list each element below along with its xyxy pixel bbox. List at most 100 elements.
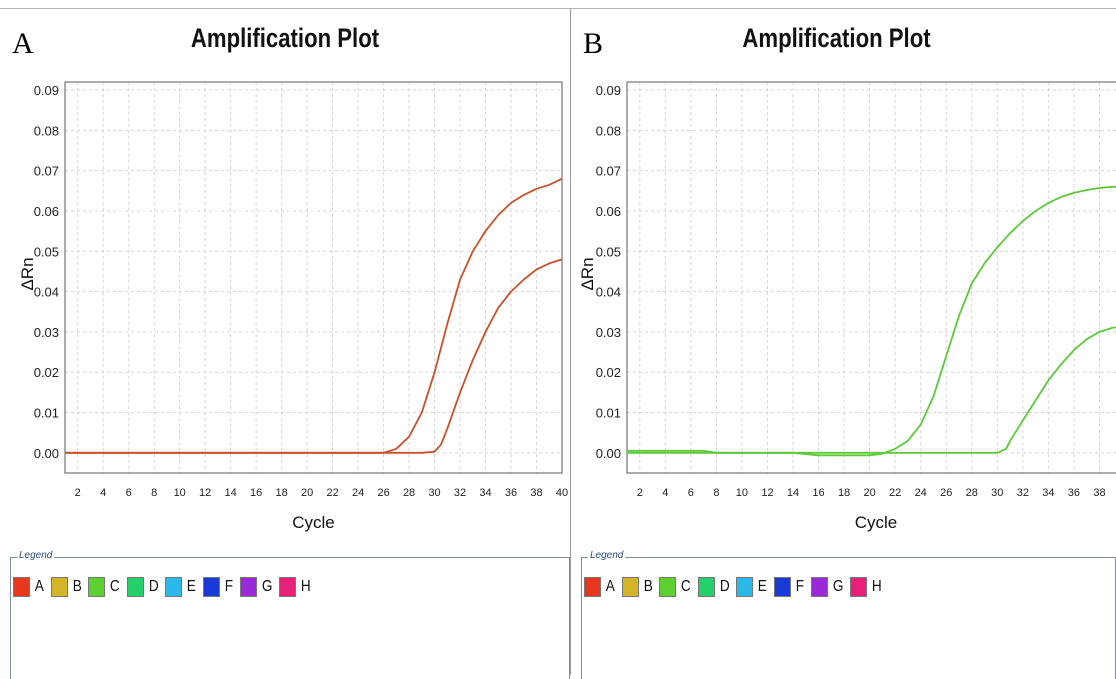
x-tick-label: 14 xyxy=(787,487,799,499)
x-tick-label: 36 xyxy=(1068,487,1080,499)
legend-swatch xyxy=(239,577,257,597)
legend-swatch xyxy=(774,577,792,597)
legend-item-b[interactable]: B xyxy=(621,577,654,597)
legend-items: A B C D E F G H xyxy=(13,577,318,597)
legend-label: B xyxy=(643,578,653,595)
x-tick-label: 22 xyxy=(889,487,901,499)
x-tick-label: 12 xyxy=(199,487,211,499)
y-tick-label: 0.05 xyxy=(34,244,59,259)
y-tick-label: 0.05 xyxy=(596,244,621,259)
x-tick-label: 4 xyxy=(100,487,106,499)
legend-item-a[interactable]: A xyxy=(13,577,45,597)
legend-swatch xyxy=(13,577,30,597)
legend-box: Legend A B C D E F G H xyxy=(581,550,1116,679)
panel-a: A Amplification Plot 0.00 0.01 0.02 0.03 0.0… xyxy=(0,8,570,679)
legend-items: A B C D E F G H xyxy=(584,577,889,597)
legend-label: F xyxy=(224,578,234,595)
legend-swatch xyxy=(50,577,68,597)
legend-item-d[interactable]: D xyxy=(697,577,731,597)
x-tick-label: 16 xyxy=(250,487,262,499)
y-tick-label: 0.00 xyxy=(34,446,59,461)
x-tick-label: 2 xyxy=(75,487,81,499)
legend-swatch xyxy=(584,577,601,597)
x-tick-label: 28 xyxy=(403,487,415,499)
legend-label: G xyxy=(832,578,844,595)
x-tick-label: 30 xyxy=(428,487,440,499)
legend-label: C xyxy=(681,578,692,595)
series-line xyxy=(627,326,1116,454)
x-axis-label: Cycle xyxy=(855,513,898,532)
legend-box: Legend A B C D E F G H xyxy=(10,550,570,679)
x-tick-label: 6 xyxy=(126,487,132,499)
legend-label: A xyxy=(34,578,44,595)
legend-swatch xyxy=(279,577,297,597)
x-tick-label: 34 xyxy=(1042,487,1054,499)
x-tick-label: 32 xyxy=(1017,487,1029,499)
x-tick-label: 8 xyxy=(713,487,719,499)
plot-frame xyxy=(626,81,1116,474)
x-tick-label: 8 xyxy=(151,487,157,499)
legend-label: A xyxy=(605,578,615,595)
panel-b: B Amplification Plot 0.00 0.01 0.02 0.03 0.0… xyxy=(570,8,1116,679)
legend-item-f[interactable]: F xyxy=(774,577,805,597)
amplification-plot-b: 0.00 0.01 0.02 0.03 0.04 0.05 0.06 0.07 0.08 0.09… xyxy=(578,81,1116,532)
x-tick-label: 10 xyxy=(174,487,186,499)
legend-label: C xyxy=(110,578,121,595)
legend-item-b[interactable]: B xyxy=(50,577,83,597)
y-tick-label: 0.09 xyxy=(596,83,621,98)
y-tick-label: 0.08 xyxy=(34,123,59,138)
legend-item-h[interactable]: H xyxy=(850,577,883,597)
x-tick-label: 38 xyxy=(530,487,542,499)
legend-swatch xyxy=(203,577,221,597)
x-tick-label: 14 xyxy=(225,487,237,499)
y-tick-label: 0.07 xyxy=(596,164,621,179)
x-tick-label: 38 xyxy=(1093,487,1105,499)
legend-item-a[interactable]: A xyxy=(584,577,616,597)
series-line xyxy=(65,177,563,454)
legend-label: H xyxy=(301,578,312,595)
legend-label: D xyxy=(719,578,730,595)
legend-item-e[interactable]: E xyxy=(165,577,197,597)
legend-swatch xyxy=(850,577,868,597)
legend-item-c[interactable]: C xyxy=(88,577,121,597)
x-tick-label: 22 xyxy=(326,487,338,499)
y-tick-label: 0.02 xyxy=(34,365,59,380)
x-tick-label: 36 xyxy=(505,487,517,499)
x-tick-label: 26 xyxy=(377,487,389,499)
legend-item-e[interactable]: E xyxy=(736,577,768,597)
legend-label: E xyxy=(187,578,197,595)
x-tick-label: 12 xyxy=(761,487,773,499)
x-tick-label: 24 xyxy=(915,487,927,499)
x-tick-label: 18 xyxy=(276,487,288,499)
y-axis-label: ΔRn xyxy=(578,257,597,290)
x-axis-label: Cycle xyxy=(292,513,335,532)
x-tick-label: 28 xyxy=(966,487,978,499)
y-tick-label: 0.04 xyxy=(34,285,59,300)
panel-letter: B xyxy=(583,27,604,60)
x-tick-label: 20 xyxy=(863,487,875,499)
legend-swatch xyxy=(126,577,144,597)
legend-swatch xyxy=(659,577,677,597)
x-tick-label: 6 xyxy=(688,487,694,499)
legend-title: Legend xyxy=(17,550,55,561)
x-tick-label: 10 xyxy=(736,487,748,499)
legend-label: B xyxy=(72,578,82,595)
legend-item-g[interactable]: G xyxy=(810,577,844,597)
x-tick-label: 24 xyxy=(352,487,364,499)
y-axis-label: ΔRn xyxy=(18,257,37,290)
legend-item-h[interactable]: H xyxy=(279,577,312,597)
legend-label: H xyxy=(872,578,883,595)
legend-item-c[interactable]: C xyxy=(659,577,692,597)
legend-swatch xyxy=(736,577,754,597)
y-tick-label: 0.06 xyxy=(596,204,621,219)
y-tick-label: 0.08 xyxy=(596,123,621,138)
x-tick-label: 30 xyxy=(991,487,1003,499)
x-tick-label: 34 xyxy=(479,487,491,499)
x-tick-label: 4 xyxy=(662,487,668,499)
y-tick-label: 0.01 xyxy=(596,406,621,421)
legend-swatch xyxy=(88,577,106,597)
legend-item-d[interactable]: D xyxy=(126,577,160,597)
legend-item-g[interactable]: G xyxy=(239,577,273,597)
plot-title: Amplification Plot xyxy=(742,23,931,53)
legend-item-f[interactable]: F xyxy=(203,577,234,597)
